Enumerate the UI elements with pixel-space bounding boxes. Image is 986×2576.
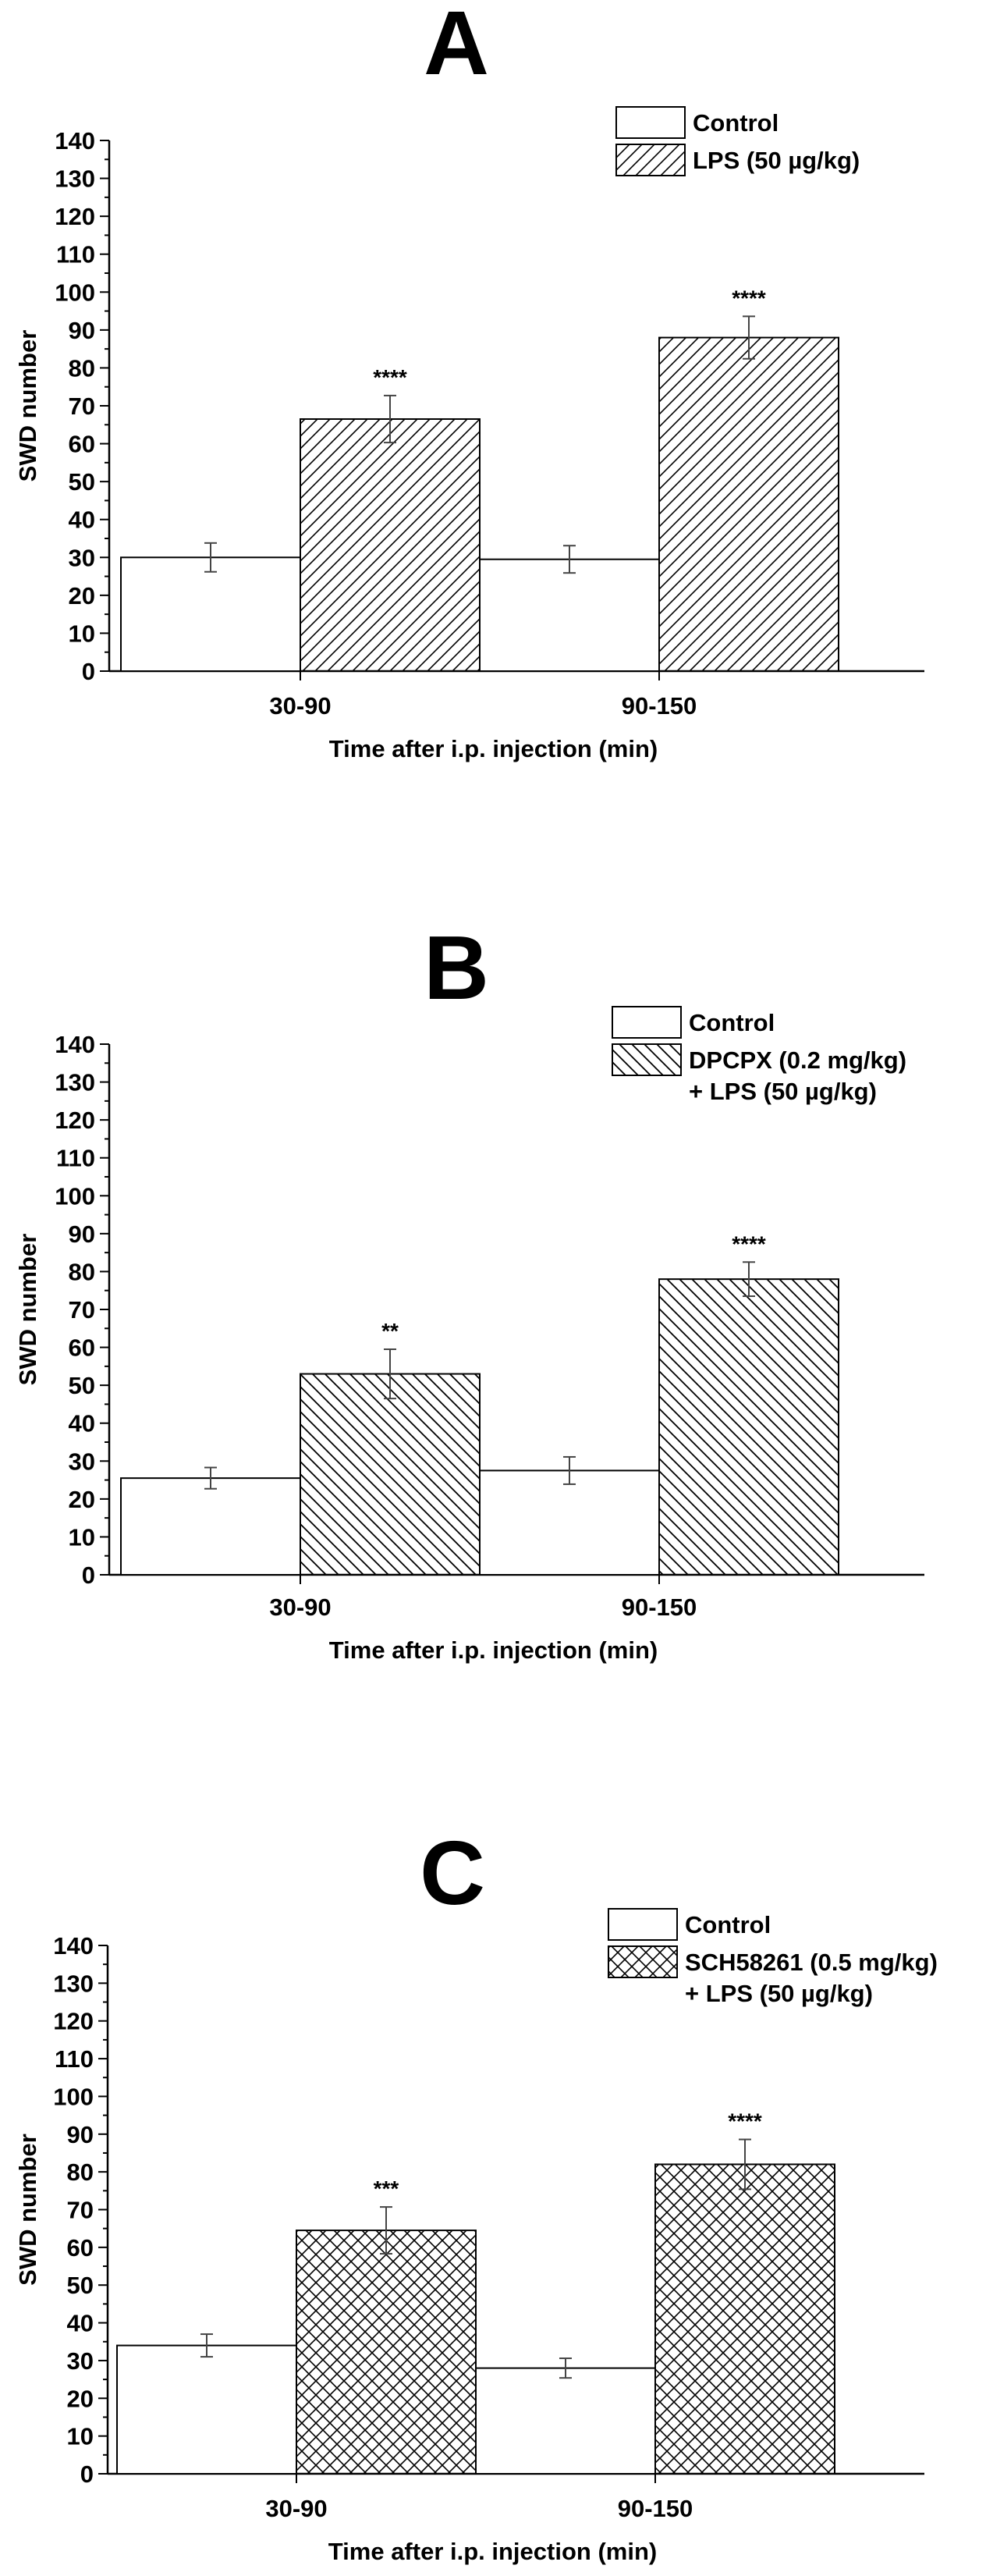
y-tick-label: 110 bbox=[55, 2045, 94, 2073]
x-axis-title: Time after i.p. injection (min) bbox=[328, 2538, 657, 2565]
y-tick-label: 60 bbox=[69, 431, 95, 458]
y-tick-label: 60 bbox=[69, 1334, 95, 1362]
legend-label-line2: + LPS (50 µg/kg) bbox=[685, 1980, 873, 2007]
y-tick-label: 40 bbox=[67, 2310, 94, 2337]
y-tick-label: 80 bbox=[69, 354, 95, 382]
y-tick-label: 10 bbox=[69, 1523, 95, 1551]
y-tick-label: 140 bbox=[53, 1932, 94, 1960]
y-axis-title: SWD number bbox=[14, 1234, 41, 1386]
bar-treatment-30-90 bbox=[300, 418, 481, 672]
significance-label: **** bbox=[728, 2109, 762, 2134]
bar-control-90-150 bbox=[479, 1469, 660, 1576]
y-tick-label: 110 bbox=[56, 1145, 95, 1172]
legend-swatch bbox=[615, 106, 686, 139]
y-tick-label: 90 bbox=[69, 317, 95, 344]
legend-swatch bbox=[612, 1043, 682, 1076]
y-tick-label: 120 bbox=[55, 1107, 95, 1134]
y-tick-label: 100 bbox=[55, 279, 95, 306]
panel-letter: B bbox=[424, 917, 489, 1018]
y-axis-title: SWD number bbox=[14, 2134, 41, 2286]
legend-swatch bbox=[615, 144, 686, 176]
y-tick-label: 20 bbox=[67, 2385, 94, 2412]
bar-control-30-90 bbox=[120, 556, 301, 672]
bar-treatment-30-90 bbox=[300, 1373, 481, 1576]
legend-label: Control bbox=[693, 109, 779, 137]
significance-label: **** bbox=[732, 286, 766, 310]
y-tick-label: 100 bbox=[55, 1182, 95, 1210]
legend-swatch bbox=[608, 1908, 678, 1941]
y-tick-label: 120 bbox=[53, 2008, 94, 2035]
y-tick-label: 0 bbox=[82, 1562, 95, 1589]
significance-label: *** bbox=[374, 2176, 399, 2201]
y-tick-label: 140 bbox=[55, 127, 95, 155]
significance-label: **** bbox=[732, 1231, 766, 1256]
y-tick-label: 80 bbox=[67, 2159, 94, 2186]
legend-label: DPCPX (0.2 mg/kg) bbox=[689, 1046, 906, 1074]
y-tick-label: 140 bbox=[55, 1031, 95, 1058]
legend-label-line2: + LPS (50 µg/kg) bbox=[689, 1078, 877, 1105]
y-tick-label: 0 bbox=[80, 2461, 94, 2488]
y-tick-label: 70 bbox=[67, 2197, 94, 2224]
bar-treatment-90-150 bbox=[658, 336, 839, 672]
x-axis-title: Time after i.p. injection (min) bbox=[329, 735, 658, 762]
y-tick-label: 80 bbox=[69, 1258, 95, 1285]
y-axis-title: SWD number bbox=[14, 330, 41, 482]
y-tick-label: 120 bbox=[55, 203, 95, 230]
significance-label: ** bbox=[381, 1319, 399, 1343]
y-tick-label: 30 bbox=[69, 1448, 95, 1475]
legend-swatch bbox=[612, 1006, 682, 1039]
y-tick-label: 40 bbox=[69, 1410, 95, 1437]
legend-label: Control bbox=[689, 1009, 775, 1036]
y-tick-label: 60 bbox=[67, 2234, 94, 2262]
legend-label: Control bbox=[685, 1911, 771, 1938]
legend-label: LPS (50 µg/kg) bbox=[693, 147, 860, 174]
y-tick-label: 90 bbox=[69, 1220, 95, 1248]
y-tick-label: 130 bbox=[55, 165, 95, 193]
y-tick-label: 40 bbox=[69, 506, 95, 534]
y-tick-label: 110 bbox=[56, 241, 95, 268]
y-tick-label: 50 bbox=[69, 468, 95, 496]
y-tick-label: 70 bbox=[69, 1296, 95, 1324]
y-tick-label: 10 bbox=[67, 2423, 94, 2450]
bar-control-90-150 bbox=[475, 2367, 656, 2475]
chart-panel-c: C 0 10 20 30 40 50 60 70 80 90 100 110 120 130 140 SWD n… bbox=[14, 1822, 938, 2565]
chart-panel-b: B 0 10 20 30 40 50 60 70 80 90 100 110 120 130 140 SWD n… bbox=[14, 917, 924, 1664]
y-tick-label: 30 bbox=[69, 544, 95, 571]
y-tick-label: 130 bbox=[55, 1069, 95, 1096]
y-tick-label: 20 bbox=[69, 1486, 95, 1513]
x-axis-title: Time after i.p. injection (min) bbox=[329, 1636, 658, 1664]
y-tick-label: 20 bbox=[69, 582, 95, 609]
legend-swatch bbox=[608, 1945, 678, 1978]
y-tick-label: 10 bbox=[69, 620, 95, 647]
panel-letter: A bbox=[424, 0, 489, 94]
bar-control-90-150 bbox=[479, 558, 660, 673]
x-category-label: 30-90 bbox=[269, 692, 331, 720]
x-category-label: 90-150 bbox=[622, 692, 697, 720]
bar-control-30-90 bbox=[120, 1477, 301, 1576]
bar-treatment-30-90 bbox=[296, 2230, 477, 2475]
x-category-label: 90-150 bbox=[618, 2495, 693, 2522]
y-tick-label: 0 bbox=[82, 658, 95, 685]
y-tick-label: 50 bbox=[67, 2272, 94, 2299]
y-tick-label: 70 bbox=[69, 393, 95, 420]
bar-treatment-90-150 bbox=[658, 1278, 839, 1576]
x-category-label: 30-90 bbox=[265, 2495, 327, 2522]
bar-treatment-90-150 bbox=[654, 2163, 835, 2475]
y-tick-label: 100 bbox=[53, 2083, 94, 2110]
y-tick-label: 130 bbox=[53, 1970, 94, 1997]
significance-label: **** bbox=[373, 365, 407, 389]
x-category-label: 30-90 bbox=[269, 1594, 331, 1621]
y-tick-label: 50 bbox=[69, 1372, 95, 1399]
y-tick-label: 30 bbox=[67, 2347, 94, 2375]
legend-label: SCH58261 (0.5 mg/kg) bbox=[685, 1949, 938, 1976]
x-category-label: 90-150 bbox=[622, 1594, 697, 1621]
bar-control-30-90 bbox=[116, 2344, 297, 2475]
panel-letter: C bbox=[420, 1822, 485, 1924]
y-tick-label: 90 bbox=[67, 2121, 94, 2148]
chart-panel-a: A 0 10 20 30 40 50 60 70 80 90 100 110 120 130 140 SWD n… bbox=[14, 0, 924, 762]
